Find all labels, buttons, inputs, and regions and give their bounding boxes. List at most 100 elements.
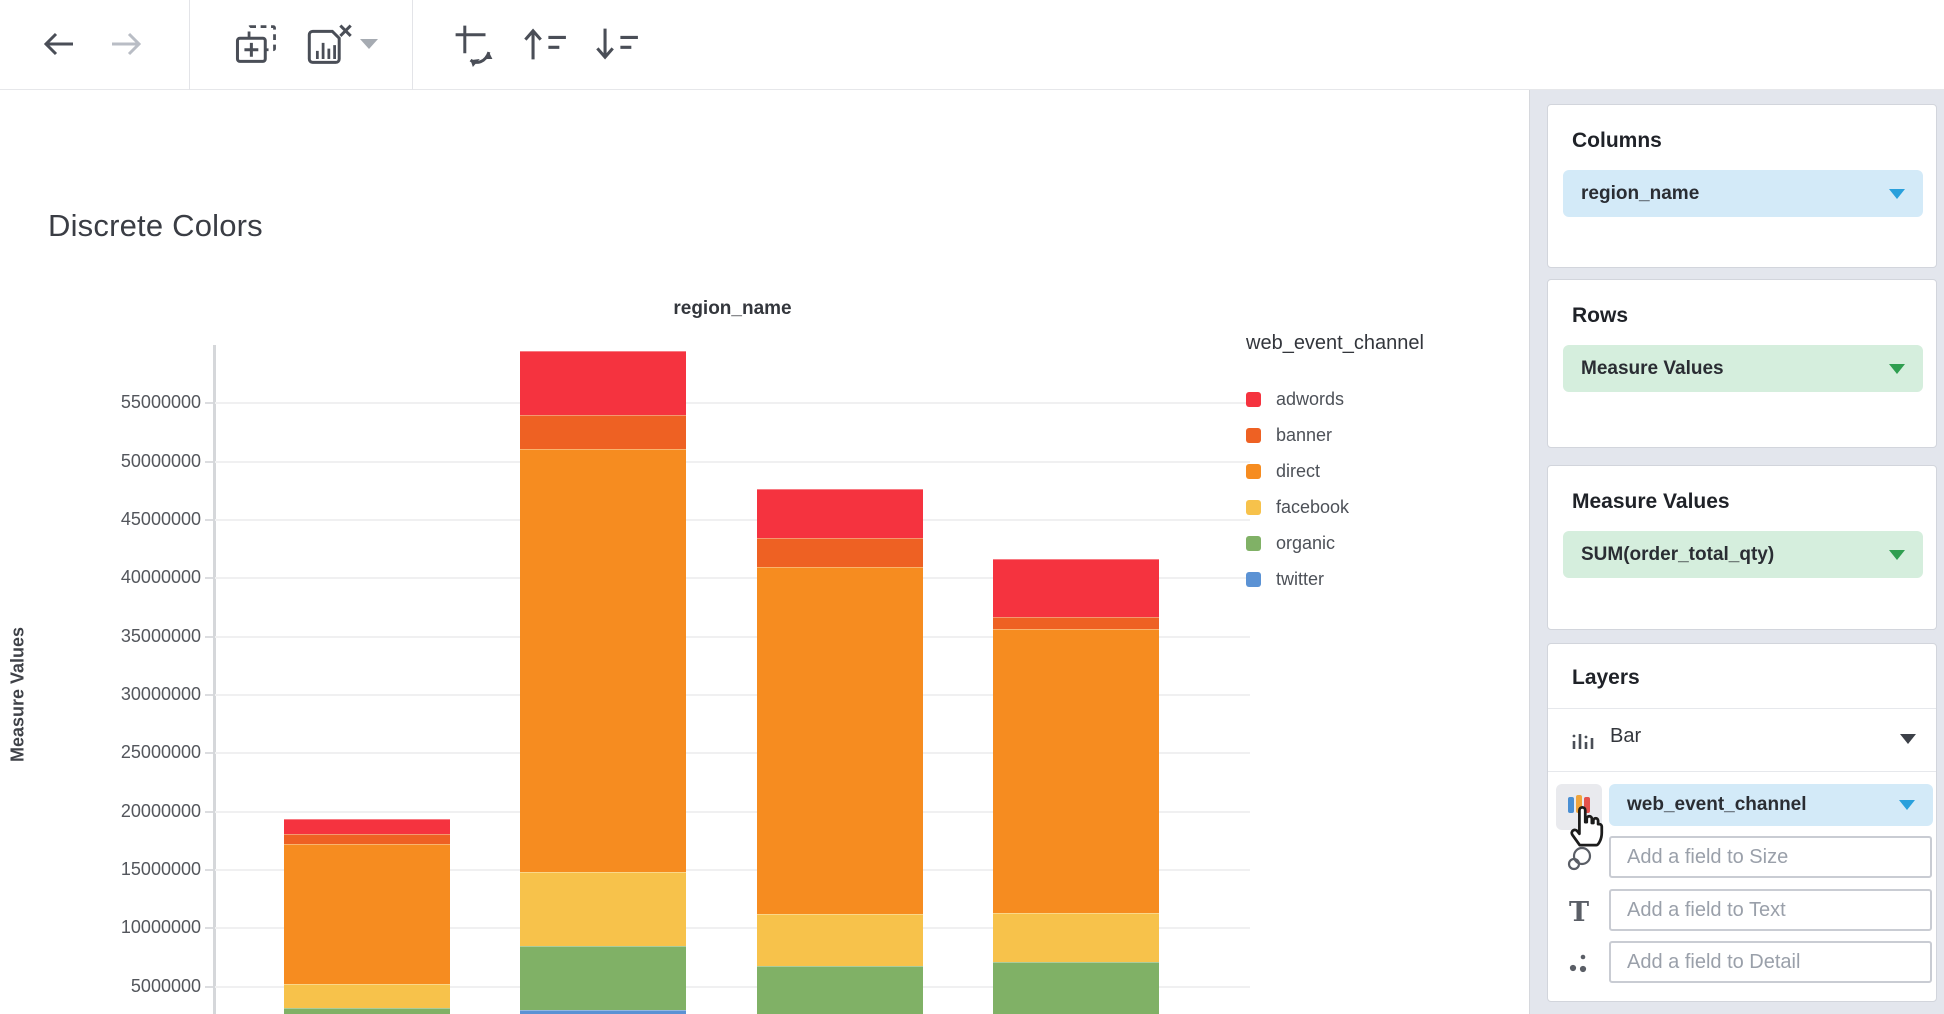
columns-field-pill[interactable]: region_name [1563, 170, 1923, 217]
bar-segment-banner[interactable] [992, 616, 1159, 629]
legend-label: twitter [1276, 568, 1325, 589]
bar-segment-adwords[interactable] [520, 350, 687, 415]
remove-chart-caret[interactable] [352, 20, 386, 68]
bar-segment-adwords[interactable] [284, 818, 450, 834]
text-icon: T [1568, 896, 1590, 928]
color-field-pill[interactable]: web_event_channel [1609, 784, 1933, 826]
legend-item-direct[interactable]: direct [1246, 453, 1506, 489]
bar-segment-direct[interactable] [520, 448, 687, 873]
bar-segment-banner[interactable] [520, 415, 687, 449]
rows-field-label: Measure Values [1581, 357, 1724, 379]
bar-chart-icon [1568, 726, 1596, 759]
legend-label: organic [1276, 532, 1336, 553]
legend-item-organic[interactable]: organic [1246, 525, 1506, 561]
chart-legend: web_event_channel adwords banner direct fac… [1246, 332, 1506, 597]
y-tick-label: 30000000 [120, 684, 201, 704]
back-button[interactable] [33, 20, 81, 68]
remove-chart-button[interactable] [300, 20, 360, 68]
y-tick-label: 25000000 [120, 742, 201, 763]
back-arrow-icon [37, 26, 77, 62]
y-axis-tick [205, 577, 213, 580]
color-field-label: web_event_channel [1627, 794, 1807, 815]
bar-segment-direct[interactable] [756, 566, 923, 915]
legend-title: web_event_channel [1246, 332, 1424, 354]
legend-swatch [1246, 499, 1261, 515]
y-axis-tick [205, 985, 213, 988]
legend-item-facebook[interactable]: facebook [1246, 489, 1506, 525]
bar-segment-facebook[interactable] [756, 914, 923, 966]
y-tick-label: 15000000 [120, 859, 201, 879]
layers-header: Layers [1572, 666, 1640, 689]
columns-card: Columns region_name [1547, 104, 1937, 268]
size-field-input[interactable] [1609, 836, 1932, 878]
sort-ascending-button[interactable] [520, 20, 568, 68]
toolbar-separator [412, 0, 413, 90]
bar-segment-twitter[interactable] [520, 1010, 687, 1014]
add-chart-button[interactable] [232, 20, 280, 68]
sort-descending-icon [593, 22, 639, 66]
legend-item-twitter[interactable]: twitter [1246, 561, 1506, 597]
y-axis-tick [205, 869, 213, 871]
chart-canvas: Discrete Colors region_name Measure Valu… [0, 90, 1529, 1014]
forward-button[interactable] [104, 20, 152, 68]
bar-segment-facebook[interactable] [520, 872, 687, 946]
measure-values-field-label: SUM(order_total_qty) [1581, 543, 1775, 565]
bar-segment-adwords[interactable] [992, 558, 1159, 617]
y-tick-label: 5000000 [130, 975, 201, 996]
legend-swatch [1246, 427, 1261, 443]
y-axis-tick [205, 519, 213, 521]
swap-axes-button[interactable] [450, 20, 498, 68]
size-icon [1556, 836, 1602, 882]
divider [1548, 708, 1936, 709]
chevron-down-icon [1889, 363, 1905, 374]
settings-panel: Columns region_name Rows Measure Values … [1529, 90, 1944, 1014]
bar-segment-facebook[interactable] [992, 913, 1159, 963]
y-tick-label: 50000000 [120, 450, 201, 471]
legend-swatch [1246, 463, 1261, 479]
gridline [215, 985, 1250, 988]
x-axis-title: region_name [673, 298, 792, 319]
legend-item-banner[interactable]: banner [1246, 417, 1506, 453]
gridline [215, 694, 1250, 696]
bar-segment-adwords[interactable] [756, 488, 923, 538]
bar-segment-banner[interactable] [284, 833, 450, 845]
bar-segment-organic[interactable] [284, 1007, 450, 1014]
bar-segment-organic[interactable] [756, 965, 923, 1014]
measure-values-header: Measure Values [1572, 490, 1730, 513]
text-field-input[interactable] [1609, 889, 1932, 931]
add-chart-icon [234, 23, 278, 65]
rows-card: Rows Measure Values [1547, 279, 1937, 448]
legend-item-adwords[interactable]: adwords [1246, 381, 1506, 417]
chevron-down-icon [358, 37, 380, 51]
page-title: Discrete Colors [48, 208, 263, 243]
columns-field-label: region_name [1581, 182, 1700, 204]
rows-header: Rows [1572, 304, 1629, 327]
legend-label: facebook [1276, 496, 1350, 517]
legend-label: adwords [1276, 388, 1345, 409]
measure-values-field-pill[interactable]: SUM(order_total_qty) [1563, 531, 1923, 578]
rows-field-pill[interactable]: Measure Values [1563, 345, 1923, 392]
layer-type-selector[interactable]: Bar [1548, 708, 1936, 771]
bar-segment-organic[interactable] [520, 945, 687, 1010]
gridline [215, 927, 1250, 930]
bar-segment-banner[interactable] [756, 537, 923, 567]
legend-swatch [1246, 571, 1261, 587]
columns-header: Columns [1572, 129, 1662, 152]
bar-segment-direct[interactable] [284, 844, 450, 985]
y-axis-line [213, 345, 216, 1014]
detail-icon [1556, 941, 1602, 987]
remove-chart-icon [307, 22, 353, 66]
detail-field-input[interactable] [1609, 941, 1932, 983]
legend-label: banner [1276, 424, 1333, 445]
bar-segment-organic[interactable] [992, 962, 1159, 1014]
color-shelf-button[interactable] [1556, 784, 1602, 830]
chevron-down-icon [1889, 549, 1905, 560]
sort-descending-button[interactable] [592, 20, 640, 68]
y-axis-tick [205, 927, 213, 930]
y-axis-tick [205, 752, 213, 755]
chevron-down-icon [1900, 734, 1916, 744]
gridline [215, 752, 1250, 755]
bar-segment-direct[interactable] [992, 628, 1159, 914]
bar-segment-facebook[interactable] [284, 984, 450, 1008]
